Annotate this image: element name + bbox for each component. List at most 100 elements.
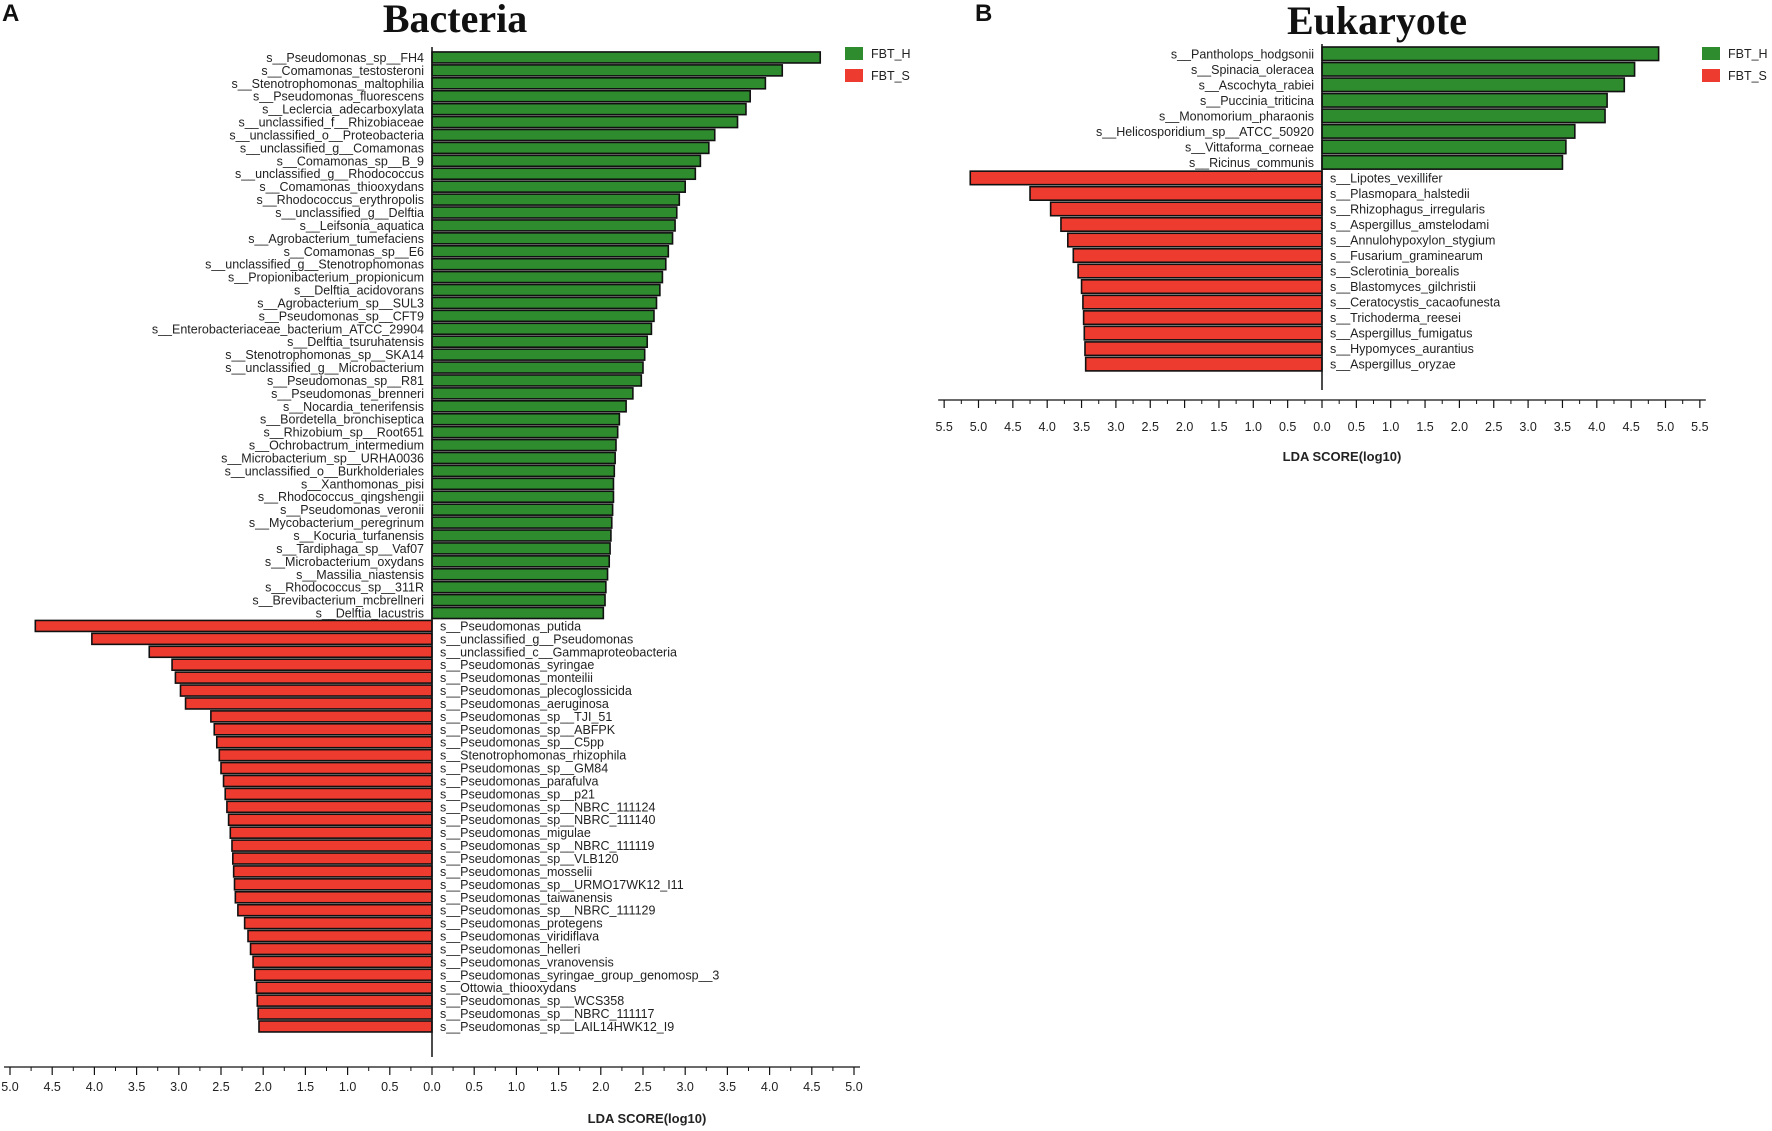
- bacteria-bar: [257, 1007, 433, 1020]
- bacteria-bar: [431, 128, 716, 142]
- bacteria-bar: [431, 567, 609, 581]
- bacteria-x-tick-label: 1.5: [550, 1080, 567, 1094]
- bacteria-bar-label: s__Enterobacteriaceae_bacterium_ATCC_299…: [152, 322, 424, 336]
- bacteria-bar-label: s__unclassified_g__Comamonas: [240, 141, 424, 155]
- bacteria-chart-title: Bacteria: [383, 0, 527, 41]
- bacteria-bar: [431, 606, 605, 620]
- eukaryote-bar-label: s__Ricinus_communis: [1189, 156, 1314, 170]
- bacteria-bar: [431, 115, 739, 129]
- bacteria-bar-label: s__Pseudomonas_putida: [440, 619, 581, 633]
- bacteria-bar: [174, 671, 433, 684]
- bacteria-bar: [431, 516, 613, 529]
- eukaryote-x-tick-label: 3.5: [1073, 420, 1090, 434]
- bacteria-bar-label: s__Pseudomonas_parafulva: [440, 774, 598, 788]
- bacteria-bar-label: s__unclassified_o__Proteobacteria: [229, 128, 424, 142]
- eukaryote-x-tick-label: 0.0: [1313, 420, 1330, 434]
- bacteria-bar: [431, 555, 611, 568]
- bacteria-bar-label: s__Rhodococcus_qingshengii: [258, 490, 424, 504]
- eukaryote-x-tick-label: 3.5: [1554, 420, 1571, 434]
- bacteria-bar-label: s__Delftia_tsuruhatensis: [287, 335, 424, 349]
- bacteria-bar: [243, 916, 433, 930]
- eukaryote-chart-title: Eukaryote: [1287, 0, 1467, 43]
- bacteria-bar-label: s__unclassified_c__Gammaproteobacteria: [440, 645, 677, 659]
- bacteria-x-tick-label: 3.0: [677, 1080, 694, 1094]
- bacteria-bar: [431, 451, 616, 465]
- bacteria-bar: [431, 438, 617, 452]
- eukaryote-bar: [1084, 341, 1323, 357]
- bacteria-bar-label: s__Pseudomonas_sp__NBRC_111119: [440, 839, 655, 853]
- bacteria-bar: [431, 141, 710, 155]
- eukaryote-x-tick-label: 1.0: [1245, 420, 1262, 434]
- bacteria-bar: [431, 387, 634, 400]
- bacteria-bar-label: s__Kocuria_turfanensis: [293, 529, 424, 543]
- bacteria-bar-label: s__Pseudomonas_veronii: [280, 503, 424, 517]
- bacteria-bar-label: s__Delftia_acidovorans: [294, 284, 424, 298]
- panel-label-b: B: [975, 0, 993, 27]
- bacteria-x-tick-label: 3.5: [128, 1080, 145, 1094]
- eukaryote-x-tick-label: 0.5: [1279, 420, 1296, 434]
- bacteria-x-tick-label: 3.5: [719, 1080, 736, 1094]
- bacteria-bar-label: s__Propionibacterium_propionicum: [228, 271, 424, 285]
- eukaryote-bar: [1321, 46, 1660, 62]
- bacteria-x-tick-label: 4.0: [86, 1080, 103, 1094]
- bacteria-bar: [226, 800, 433, 814]
- bacteria-bar-label: s__Pseudomonas_sp__TJI_51: [440, 710, 612, 724]
- eukaryote-bar-label: s__Spinacia_oleracea: [1191, 63, 1314, 77]
- bacteria-bar-label: s__Pseudomonas_vranovensis: [440, 955, 614, 969]
- bacteria-bar-label: s__unclassified_g__Microbacterium: [225, 361, 424, 375]
- bacteria-x-axis-label: LDA SCORE(log10): [588, 1111, 707, 1126]
- bacteria-bar: [233, 878, 433, 891]
- bacteria-x-tick-label: 4.5: [803, 1080, 820, 1094]
- bacteria-bar-label: s__unclassified_o__Burkholderiales: [225, 464, 424, 478]
- eukaryote-bar-label: s__Aspergillus_amstelodami: [1330, 218, 1489, 232]
- eukaryote-bar: [1321, 77, 1626, 93]
- eukaryote-bar-label: s__Rhizophagus_irregularis: [1330, 202, 1485, 216]
- bacteria-bar-label: s__Agrobacterium_tumefaciens: [248, 232, 424, 246]
- eukaryote-bar: [1321, 139, 1567, 155]
- bacteria-bar: [431, 154, 702, 168]
- bacteria-bar: [237, 903, 433, 917]
- bacteria-bar-label: s__Pseudomonas_sp__GM84: [440, 762, 608, 776]
- bacteria-bar-label: s__Pseudomonas_taiwanensis: [440, 891, 612, 905]
- bacteria-legend-label: FBT_S: [871, 69, 910, 83]
- bacteria-bar: [431, 64, 784, 77]
- bacteria-bar-label: s__Pseudomonas_helleri: [440, 942, 580, 956]
- eukaryote-x-tick-label: 5.0: [970, 420, 987, 434]
- bacteria-bar-label: s__Pseudomonas_syringae_group_genomosp__…: [440, 968, 719, 982]
- eukaryote-bar-label: s__Annulohypoxylon_stygium: [1330, 234, 1495, 248]
- bacteria-bar-label: s__Pseudomonas_sp__FH4: [266, 51, 424, 65]
- eukaryote-bar: [1067, 232, 1323, 248]
- bacteria-x-tick-label: 0.5: [466, 1080, 483, 1094]
- eukaryote-x-axis-label: LDA SCORE(log10): [1283, 449, 1402, 464]
- bacteria-bar: [249, 942, 433, 956]
- bacteria-bar: [431, 296, 658, 310]
- bacteria-bar-label: s__Pseudomonas_protegens: [440, 917, 603, 931]
- bacteria-bar: [253, 968, 433, 982]
- eukaryote-bar-label: s__Puccinia_triticina: [1200, 94, 1314, 108]
- bacteria-bar: [252, 955, 433, 969]
- bacteria-bar: [232, 865, 433, 878]
- bacteria-bar-label: s__Pseudomonas_brenneri: [271, 387, 424, 401]
- bacteria-bar-label: s__Microbacterium_oxydans: [265, 555, 424, 569]
- bacteria-x-tick-label: 2.5: [634, 1080, 651, 1094]
- bacteria-x-tick-label: 1.0: [339, 1080, 356, 1094]
- bacteria-bar: [232, 852, 433, 865]
- bacteria-bar: [431, 270, 664, 284]
- eukaryote-bar: [969, 170, 1323, 186]
- bacteria-bar: [224, 787, 433, 801]
- bacteria-bar-label: s__Pseudomonas_sp__NBRC_111117: [440, 1007, 655, 1021]
- eukaryote-x-tick-label: 5.5: [935, 420, 952, 434]
- bacteria-bar: [431, 374, 643, 387]
- bacteria-bar: [431, 309, 655, 323]
- bacteria-bar-label: s__unclassified_g__Pseudomonas: [440, 632, 633, 646]
- bacteria-bar-label: s__unclassified_f__Rhizobiaceae: [238, 116, 424, 130]
- eukaryote-bar-label: s__Aspergillus_oryzae: [1330, 358, 1456, 372]
- eukaryote-bar: [1080, 279, 1323, 295]
- bacteria-bar: [431, 348, 646, 361]
- bacteria-legend-swatch-fbt-h: [845, 47, 863, 60]
- bacteria-bar: [431, 206, 678, 219]
- bacteria-bar-label: s__Stenotrophomonas_rhizophila: [440, 749, 626, 763]
- bacteria-bar: [431, 180, 686, 193]
- eukaryote-legend-swatch-fbt-h: [1702, 47, 1720, 60]
